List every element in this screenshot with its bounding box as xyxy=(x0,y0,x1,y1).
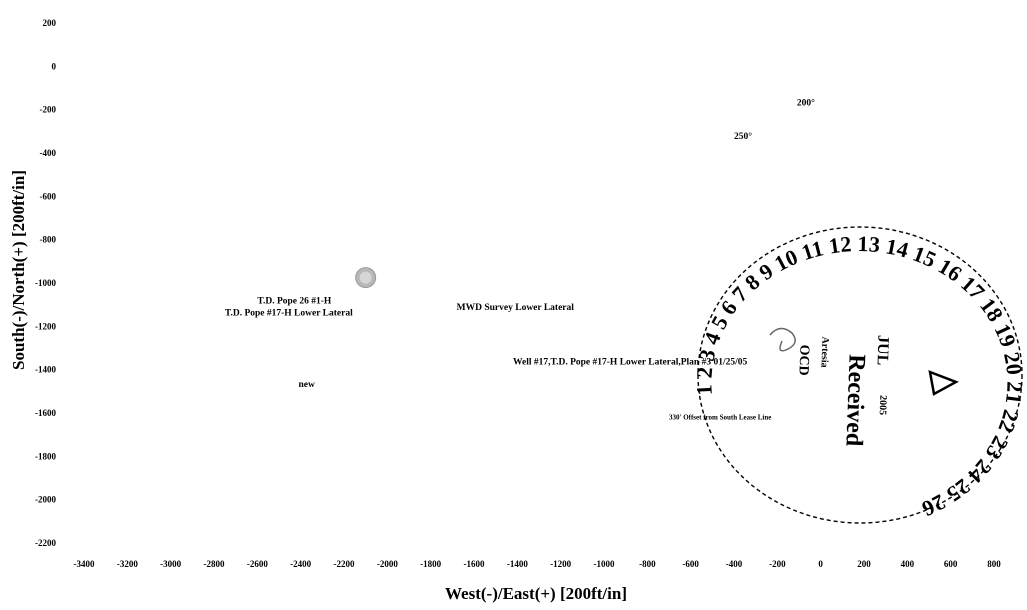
stamp-ocd: OCD xyxy=(795,344,811,376)
x-tick-label: -2800 xyxy=(204,559,225,569)
x-tick-label: -2600 xyxy=(247,559,268,569)
x-tick-label: -400 xyxy=(726,559,743,569)
data-points xyxy=(355,267,377,289)
x-tick-label: -1000 xyxy=(594,559,615,569)
x-tick-label: -1200 xyxy=(550,559,571,569)
annotation-label: MWD Survey Lower Lateral xyxy=(457,303,575,313)
y-tick-label: -2000 xyxy=(35,495,56,505)
stamp-jul: JUL xyxy=(873,335,891,366)
x-tick-label: -600 xyxy=(682,559,699,569)
annotation-label: T.D. Pope #17-H Lower Lateral xyxy=(225,309,353,319)
stamp-triangle-mark xyxy=(928,370,959,396)
y-tick-label: -1800 xyxy=(35,451,56,461)
stamp-scribble xyxy=(769,327,796,352)
x-tick-label: -1400 xyxy=(507,559,528,569)
x-tick-label: -2400 xyxy=(290,559,311,569)
y-tick-label: -800 xyxy=(40,235,57,245)
stamp-small-mark-2: Artesia xyxy=(818,336,830,367)
x-tick-label: -800 xyxy=(639,559,656,569)
chart-annotations: 200° 250° T.D. Pope 26 #1-H T.D. Pope #17-H… xyxy=(225,97,815,421)
y-tick-label: 0 xyxy=(52,61,57,71)
y-tick-label: 200 xyxy=(43,18,57,28)
annotation-label: new xyxy=(299,380,316,390)
annotation-label: T.D. Pope 26 #1-H xyxy=(257,297,332,307)
x-tick-label: 800 xyxy=(987,559,1001,569)
x-axis-title: West(-)/East(+) [200ft/in] xyxy=(445,584,627,603)
x-tick-label: -3200 xyxy=(117,559,138,569)
x-tick-label: -1800 xyxy=(420,559,441,569)
y-tick-label: -1000 xyxy=(35,278,56,288)
annotation-label: 330' Offset from South Lease Line xyxy=(669,414,771,422)
y-tick-label: -200 xyxy=(40,105,57,115)
annotation-label: Well #17,T.D. Pope #17-H Lower Lateral,P… xyxy=(513,357,747,367)
x-tick-label: -1600 xyxy=(464,559,485,569)
y-axis-title: South(-)/North(+) [200ft/in] xyxy=(9,170,28,370)
x-tick-label: 200 xyxy=(857,559,871,569)
x-tick-label: -3400 xyxy=(74,559,95,569)
y-tick-label: -400 xyxy=(40,148,57,158)
annotation-label: 250° xyxy=(734,131,752,142)
annotation-label: 200° xyxy=(797,97,815,108)
x-tick-label: 600 xyxy=(944,559,958,569)
y-tick-label: -1400 xyxy=(35,365,56,375)
x-tick-label: 400 xyxy=(901,559,915,569)
y-tick-label: -600 xyxy=(40,191,57,201)
stamp-received: Received xyxy=(840,354,869,447)
data-point-core xyxy=(359,271,372,284)
y-tick-label: -1600 xyxy=(35,408,56,418)
stamp-small-mark-1: 2005 xyxy=(877,395,889,415)
x-tick-label: 0 xyxy=(818,559,823,569)
x-tick-label: -3000 xyxy=(160,559,181,569)
y-tick-label: -2200 xyxy=(35,538,56,548)
x-tick-label: -2000 xyxy=(377,559,398,569)
received-stamp: 1 2 3 4 5 6 7 8 9 10 11 12 13 14 15 16 1… xyxy=(691,226,1027,524)
y-tick-label: -1200 xyxy=(35,321,56,331)
x-tick-label: -200 xyxy=(769,559,786,569)
x-tick-label: -2200 xyxy=(334,559,355,569)
stamp-outer-ring xyxy=(697,226,1023,524)
x-axis-ticks: -3400 -3200 -3000 -2800 -2600 -2400 -2200 -2000… xyxy=(74,559,1002,569)
y-axis-ticks: 200 0 -200 -400 -600 -800 -1000 -1200 -1400 -1600… xyxy=(35,18,57,548)
